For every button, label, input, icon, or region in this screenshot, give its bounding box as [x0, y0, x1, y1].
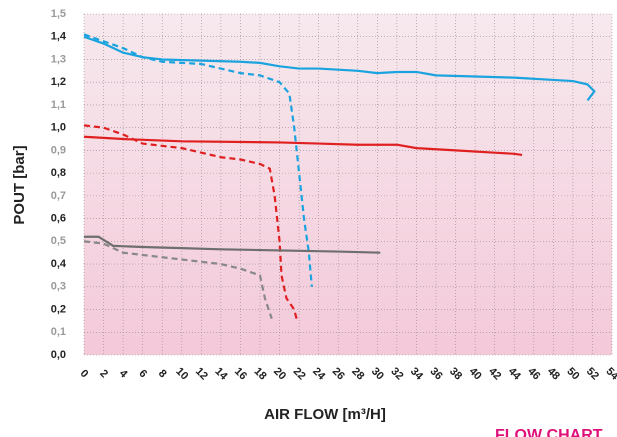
- data-line: [84, 235, 381, 254]
- x-tick-label: 50: [564, 365, 581, 382]
- x-tick-label: 40: [467, 365, 484, 382]
- y-tick-label: 1,0: [51, 122, 66, 134]
- x-tick-label: 10: [173, 365, 190, 382]
- x-tick-label: 22: [291, 365, 308, 382]
- y-tick-label: 0,0: [51, 349, 66, 361]
- y-tick-label: 1,2: [51, 76, 66, 88]
- x-tick-label: 4: [117, 368, 130, 381]
- x-axis-label: AIR FLOW [m³/H]: [264, 406, 386, 423]
- plot-background: [84, 14, 612, 355]
- data-line: [83, 33, 313, 287]
- x-tick-label: 26: [330, 365, 347, 382]
- y-tick-label: 0,3: [51, 281, 66, 293]
- x-tick-label: 32: [388, 365, 405, 382]
- x-tick-label: 12: [193, 365, 210, 382]
- data-line: [83, 35, 596, 102]
- x-tick-label: 34: [408, 365, 426, 383]
- y-tick-label: 0,2: [51, 303, 66, 315]
- x-tick-label: 18: [251, 365, 268, 382]
- y-tick-label: 1,5: [51, 8, 66, 20]
- y-tick-label: 0,8: [51, 167, 66, 179]
- x-tick-label: 44: [506, 365, 524, 383]
- y-tick-label: 0,1: [51, 326, 66, 338]
- x-tick-label: 14: [212, 365, 230, 383]
- x-tick-label: 36: [427, 365, 444, 382]
- y-tick-label: 1,3: [51, 53, 66, 65]
- y-tick-label: 0,6: [51, 213, 66, 225]
- data-line: [83, 124, 299, 322]
- x-tick-label: 52: [584, 365, 601, 382]
- data-line: [83, 240, 273, 319]
- x-tick-label: 2: [97, 368, 110, 381]
- x-tick-label: 38: [447, 365, 464, 382]
- y-tick-label: 0,5: [51, 235, 66, 247]
- x-tick-label: 30: [369, 365, 386, 382]
- x-tick-label: 54: [603, 365, 617, 383]
- x-tick-label: 20: [271, 365, 288, 382]
- y-tick-label: 0,9: [51, 144, 66, 156]
- x-tick-label: 42: [486, 365, 503, 382]
- x-tick-label: 28: [349, 365, 366, 382]
- y-axis-label: POUT [bar]: [11, 145, 28, 224]
- x-tick-label: 0: [78, 368, 91, 381]
- x-tick-label: 6: [136, 368, 149, 381]
- x-tick-label: 8: [156, 368, 169, 381]
- x-tick-label: 24: [310, 365, 328, 383]
- y-tick-label: 0,4: [51, 258, 67, 270]
- data-line: [83, 135, 523, 157]
- y-tick-label: 0,7: [51, 190, 66, 202]
- x-tick-label: 48: [545, 365, 562, 382]
- y-tick-label: 1,1: [51, 99, 66, 111]
- x-tick-label: 46: [525, 365, 542, 382]
- y-tick-label: 1,4: [51, 31, 67, 43]
- x-tick-label: 16: [232, 365, 249, 382]
- footer-title: FLOW CHART: [495, 427, 603, 437]
